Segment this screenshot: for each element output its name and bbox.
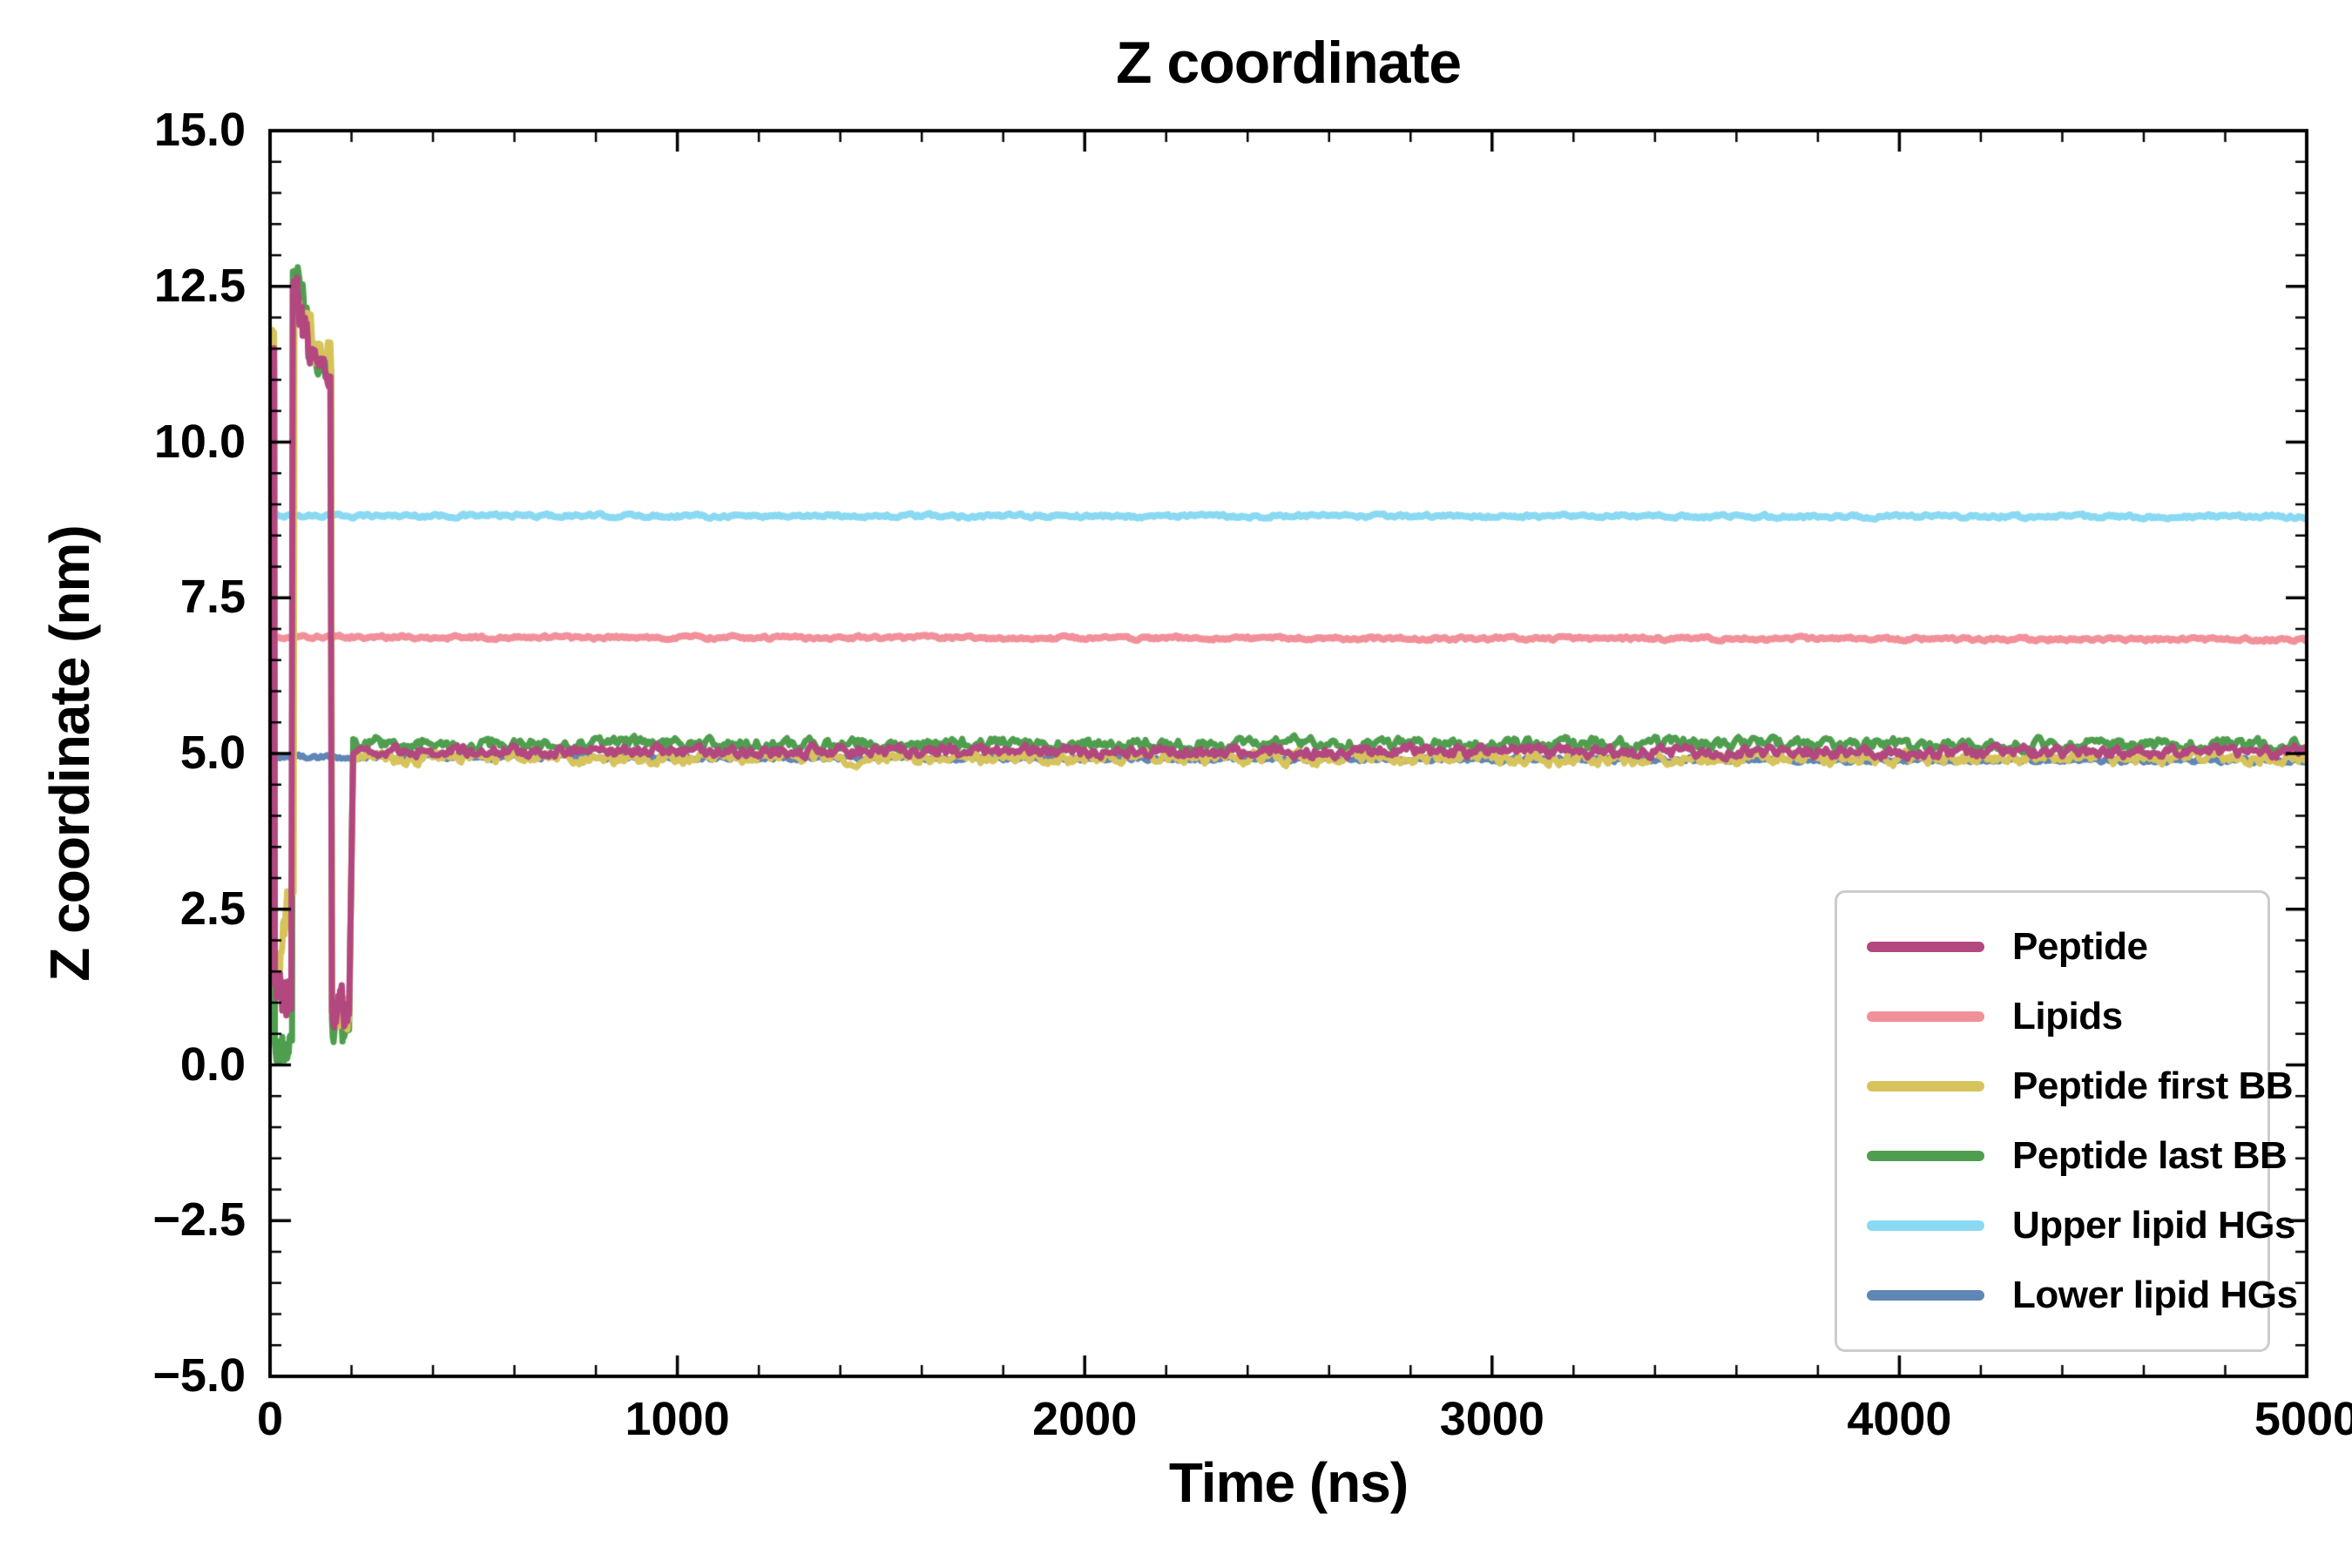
legend-label: Peptide first BB [2012, 1064, 2294, 1107]
legend-item-peptide-last-bb: Peptide last BB [1867, 1121, 2288, 1191]
legend-swatch-upper-lipid-hgs [1867, 1220, 1984, 1231]
legend-label: Peptide [2012, 925, 2148, 968]
legend-item-lower-lipid-hgs: Lower lipid HGs [1867, 1260, 2298, 1330]
legend-swatch-peptide-last-bb [1867, 1151, 1984, 1161]
legend: Peptide Lipids Peptide first BB Peptide … [1835, 890, 2298, 1352]
legend-label: Peptide last BB [2012, 1134, 2288, 1177]
legend-item-upper-lipid-hgs: Upper lipid HGs [1867, 1191, 2295, 1260]
legend-swatch-lower-lipid-hgs [1867, 1290, 1984, 1301]
legend-label: Lower lipid HGs [2012, 1274, 2298, 1316]
legend-item-peptide-first-bb: Peptide first BB [1867, 1051, 2294, 1121]
x-axis-label: Time (ns) [1168, 1451, 1409, 1514]
legend-item-lipids: Lipids [1867, 982, 2238, 1051]
legend-swatch-peptide [1867, 942, 1984, 952]
legend-item-peptide: Peptide [1867, 912, 2238, 982]
legend-swatch-peptide-first-bb [1867, 1081, 1984, 1092]
legend-label: Upper lipid HGs [2012, 1204, 2295, 1247]
y-axis-label: Z coordinate (nm) [38, 525, 101, 982]
legend-label: Lipids [2012, 995, 2123, 1037]
legend-swatch-lipids [1867, 1011, 1984, 1022]
chart-title: Z coordinate [1115, 30, 1462, 96]
